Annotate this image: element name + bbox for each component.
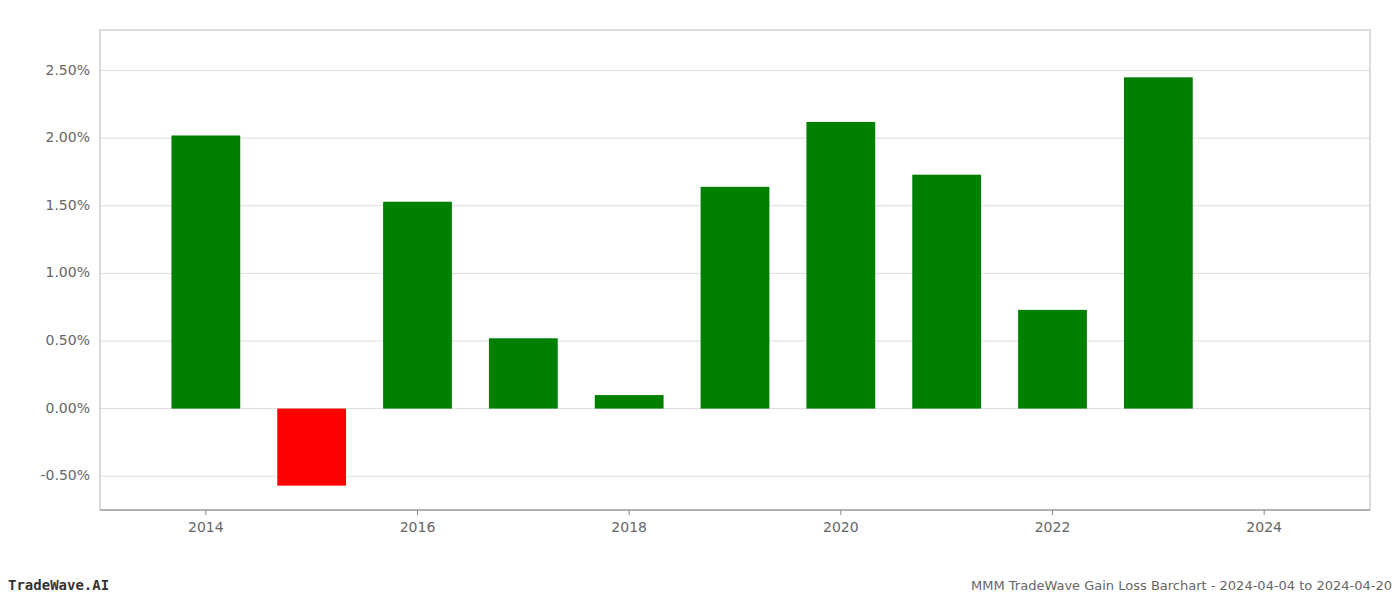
x-tick: [840, 510, 841, 515]
bar: [1018, 310, 1087, 409]
bar: [595, 395, 664, 409]
x-tick: [629, 510, 630, 515]
title: MMM TradeWave Gain Loss Barchart - 2024-…: [971, 578, 1392, 593]
x-tick-label: 2016: [400, 519, 436, 535]
plot-frame: [100, 30, 1370, 510]
x-tick: [205, 510, 206, 515]
x-tick-label: 2014: [188, 519, 224, 535]
bar: [171, 135, 240, 408]
y-tick-label: 1.50%: [46, 197, 90, 213]
bar: [383, 202, 452, 409]
bar: [1124, 77, 1193, 408]
x-axis-line: [100, 510, 1370, 511]
y-tick-label: -0.50%: [40, 467, 90, 483]
y-tick-label: 0.50%: [46, 332, 90, 348]
x-tick-label: 2022: [1035, 519, 1071, 535]
x-tick-label: 2018: [611, 519, 647, 535]
watermark: TradeWave.AI: [8, 577, 109, 593]
grid-line: [100, 70, 1370, 71]
y-tick-label: 0.00%: [46, 400, 90, 416]
x-tick: [417, 510, 418, 515]
x-tick: [1264, 510, 1265, 515]
bar: [701, 187, 770, 409]
bars: [171, 77, 1192, 485]
x-tick-label: 2020: [823, 519, 859, 535]
y-tick-label: 2.00%: [46, 129, 90, 145]
x-tick: [1052, 510, 1053, 515]
x-tick-label: 2024: [1246, 519, 1282, 535]
y-tick-label: 1.00%: [46, 264, 90, 280]
bar: [912, 175, 981, 409]
bar: [277, 409, 346, 486]
y-tick-label: 2.50%: [46, 62, 90, 78]
bar: [806, 122, 875, 409]
bar: [489, 338, 558, 408]
chart: -0.50% 0.00% 0.50% 1.00% 1.50% 2.00% 2.50% 2014…: [0, 0, 1400, 600]
